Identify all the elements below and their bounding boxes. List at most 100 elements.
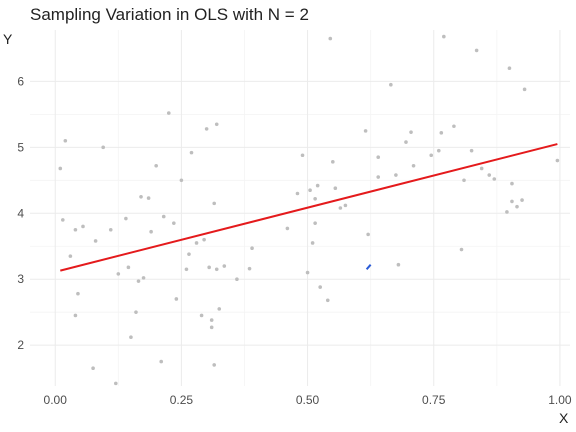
data-point: [124, 216, 128, 221]
x-tick-label: 0.50: [296, 393, 320, 407]
data-point: [343, 203, 348, 208]
data-point: [396, 262, 401, 267]
data-point: [429, 153, 434, 158]
data-point: [184, 267, 189, 272]
data-point: [515, 204, 519, 209]
data-point: [522, 87, 527, 92]
data-point: [154, 164, 158, 168]
data-point: [108, 227, 113, 232]
data-point: [172, 221, 176, 225]
data-point: [199, 313, 204, 318]
data-point: [462, 178, 466, 183]
data-point: [310, 241, 315, 245]
data-point: [250, 246, 254, 251]
data-point: [166, 111, 171, 115]
data-point: [235, 277, 239, 282]
data-point: [487, 173, 492, 177]
data-point: [507, 66, 512, 71]
data-point: [285, 226, 290, 231]
data-point: [411, 164, 416, 168]
data-point: [141, 276, 146, 280]
data-point: [505, 210, 509, 214]
data-point: [91, 366, 95, 371]
data-point: [394, 173, 398, 177]
x-tick-label: 0.25: [170, 393, 194, 407]
data-point: [194, 241, 199, 245]
data-point: [76, 291, 80, 296]
data-point: [146, 196, 151, 200]
data-point: [366, 232, 370, 237]
data-point: [93, 239, 98, 243]
data-point: [452, 124, 456, 129]
x-tick-label: 0.75: [422, 393, 446, 407]
data-point: [209, 325, 214, 330]
data-point: [187, 252, 191, 256]
data-point: [68, 254, 73, 258]
data-point: [479, 166, 484, 171]
data-point: [325, 298, 330, 303]
data-point: [179, 178, 184, 183]
x-tick-label: 1.00: [548, 393, 572, 407]
data-point: [214, 267, 219, 272]
data-point: [363, 129, 368, 133]
data-point: [81, 224, 85, 229]
ols-fit-line: [60, 143, 558, 272]
data-point: [318, 285, 322, 289]
data-point: [439, 131, 444, 135]
y-tick-label: 3: [17, 272, 24, 286]
scatter-points: [58, 34, 560, 386]
data-point: [58, 166, 63, 171]
data-point: [113, 381, 118, 386]
data-point: [136, 279, 141, 283]
y-tick-label: 2: [17, 338, 24, 352]
data-point: [212, 201, 217, 206]
data-point: [217, 307, 222, 311]
data-point: [389, 82, 393, 87]
data-point: [308, 188, 312, 192]
data-point: [204, 127, 209, 131]
data-point: [555, 158, 560, 163]
grid-lines: [30, 30, 570, 386]
y-axis-title: Y: [3, 31, 13, 47]
data-point: [492, 177, 497, 181]
data-point: [315, 183, 320, 188]
data-point: [510, 199, 514, 204]
chart-title: Sampling Variation in OLS with N = 2: [30, 5, 309, 24]
data-point: [222, 264, 227, 268]
data-point: [61, 218, 65, 222]
data-point: [212, 363, 217, 367]
data-point: [101, 145, 105, 150]
data-point: [313, 196, 317, 201]
data-point: [161, 214, 166, 219]
data-point: [116, 272, 121, 276]
data-point: [174, 297, 179, 301]
x-axis-ticks: 0.00 0.25 0.50 0.75 1.00: [44, 393, 572, 407]
x-tick-label: 0.00: [44, 393, 68, 407]
data-point: [295, 191, 300, 196]
data-point: [149, 229, 153, 234]
data-point: [376, 155, 381, 160]
data-point: [409, 130, 413, 134]
data-point: [207, 265, 211, 270]
data-point: [338, 206, 343, 210]
data-point: [510, 181, 514, 186]
data-point: [73, 227, 78, 232]
data-point: [202, 237, 206, 242]
y-tick-label: 5: [17, 140, 24, 154]
data-point: [474, 48, 479, 53]
data-point: [376, 175, 381, 179]
y-tick-label: 6: [17, 74, 24, 88]
data-point: [139, 194, 143, 199]
data-point: [129, 335, 133, 340]
data-point: [159, 359, 164, 364]
data-point: [459, 247, 464, 252]
data-point: [305, 270, 310, 275]
data-point: [313, 221, 317, 225]
data-point: [469, 148, 474, 153]
data-point: [189, 150, 194, 155]
y-tick-label: 4: [17, 206, 24, 220]
data-point: [63, 138, 68, 143]
data-point: [442, 34, 446, 39]
data-point: [134, 310, 138, 314]
